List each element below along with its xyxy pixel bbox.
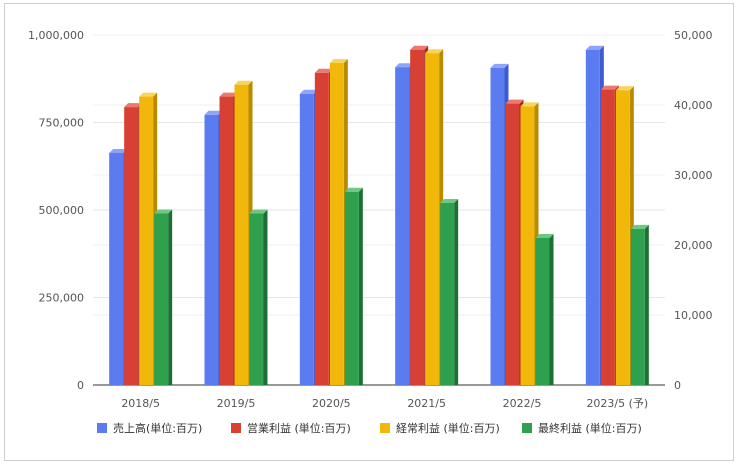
bar-top [410, 45, 429, 50]
bar [505, 103, 520, 385]
bar [154, 213, 169, 385]
x-tick-label: 2022/5 [503, 397, 542, 410]
bar-chart: 0 250,000 500,000 750,000 1,000,000 0 10,000 20… [28, 29, 713, 435]
bar [585, 49, 600, 385]
bar [299, 93, 314, 386]
bar-top [395, 63, 414, 68]
bar [109, 152, 124, 385]
bar-top [440, 199, 459, 203]
legend-swatch [380, 423, 390, 433]
bar-top [490, 63, 509, 68]
bar [600, 89, 615, 385]
y-left-tick-label: 1,000,000 [28, 29, 84, 42]
bar [630, 228, 645, 385]
bar [124, 107, 139, 385]
bar [520, 106, 535, 386]
x-tick-label: 2023/5 (予) [586, 397, 648, 410]
bar-top [600, 85, 619, 90]
bar-top [109, 148, 128, 153]
bar-top [520, 102, 539, 107]
legend-label: 営業利益 (単位:百万) [247, 421, 351, 435]
legend-label: 経常利益 (単位:百万) [396, 421, 500, 435]
bar [535, 238, 550, 385]
bar-top [314, 68, 333, 73]
y-left-tick-label: 250,000 [39, 292, 85, 305]
bar-top [154, 209, 173, 214]
legend-label: 最終利益 (単位:百万) [538, 421, 642, 435]
bar-top [630, 224, 649, 229]
bar [249, 213, 264, 385]
bar [234, 84, 249, 385]
legend-swatch [522, 423, 532, 433]
legend-label: 売上高(単位:百万) [113, 421, 202, 435]
y-right-tick-label: 30,000 [674, 169, 713, 182]
y-right-tick-label: 40,000 [674, 99, 713, 112]
bar-top [329, 59, 348, 63]
legend-swatch [231, 423, 241, 433]
y-right-tick-label: 0 [674, 379, 681, 392]
chart-frame: 0 250,000 500,000 750,000 1,000,000 0 10,000 20… [4, 3, 734, 461]
bar-side [644, 224, 649, 385]
legend-swatch [97, 423, 107, 433]
bar [204, 114, 219, 386]
bar [440, 203, 455, 385]
x-tick-label: 2020/5 [312, 397, 351, 410]
bar-top [124, 103, 143, 108]
y-right-tick-label: 50,000 [674, 29, 713, 42]
y-right-tick-label: 20,000 [674, 239, 713, 252]
bar-top [615, 86, 634, 91]
y-left-tick-label: 750,000 [39, 117, 85, 130]
bar [314, 72, 329, 386]
bar-side [454, 199, 459, 385]
bar-top [139, 92, 158, 97]
bar [490, 67, 505, 386]
bar-top [535, 234, 554, 238]
x-tick-label: 2018/5 [121, 397, 160, 410]
x-tick-label: 2021/5 [407, 397, 446, 410]
y-right-tick-label: 10,000 [674, 309, 713, 322]
bar [395, 67, 410, 385]
bar-top [505, 99, 524, 104]
bar [139, 96, 154, 385]
bar-top [299, 89, 318, 94]
bar [615, 90, 630, 386]
bar [329, 63, 344, 385]
bar-top [249, 209, 268, 214]
bar-side [358, 187, 363, 385]
bar-side [549, 234, 554, 385]
bar [219, 96, 234, 385]
bar-top [585, 45, 604, 50]
x-tick-label: 2019/5 [217, 397, 256, 410]
bar-top [425, 49, 444, 54]
y-left-tick-label: 500,000 [39, 204, 85, 217]
bar-top [204, 110, 223, 115]
bar-top [219, 92, 238, 97]
bar [410, 49, 425, 385]
bar-side [263, 209, 268, 385]
bar-side [168, 209, 173, 385]
bar-top [234, 80, 253, 85]
bar [344, 191, 359, 385]
bar-top [344, 187, 363, 192]
bar [425, 53, 440, 385]
y-left-tick-label: 0 [77, 379, 84, 392]
